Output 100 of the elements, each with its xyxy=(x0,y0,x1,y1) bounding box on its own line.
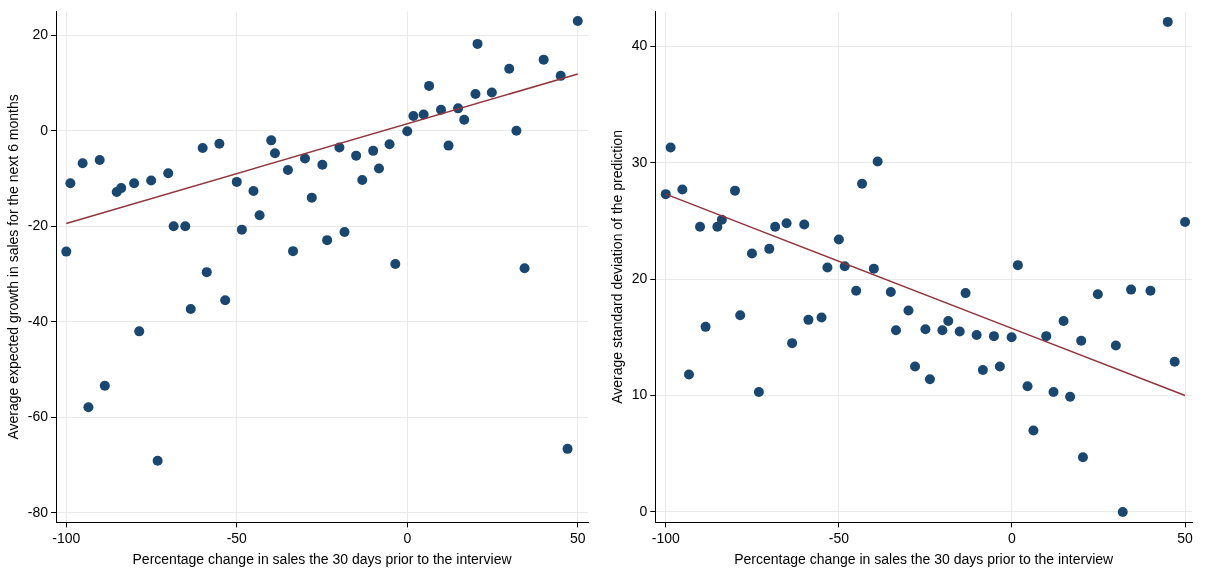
point xyxy=(266,135,277,146)
point xyxy=(735,310,746,321)
point xyxy=(511,125,522,136)
point xyxy=(459,114,470,125)
point xyxy=(857,178,868,189)
point xyxy=(1145,285,1156,296)
point xyxy=(322,235,333,246)
point xyxy=(851,285,862,296)
point xyxy=(562,443,573,454)
point xyxy=(317,159,328,170)
point xyxy=(770,221,781,232)
point xyxy=(373,163,384,174)
y-tick-label: 10 xyxy=(631,386,648,403)
point xyxy=(665,142,676,153)
point xyxy=(1180,217,1191,228)
point xyxy=(833,234,844,245)
y-tick-label: 30 xyxy=(631,153,648,170)
point xyxy=(1012,260,1023,271)
point xyxy=(868,263,879,274)
point xyxy=(152,455,163,466)
point xyxy=(903,305,914,316)
point xyxy=(470,89,481,100)
x-tick-label: 50 xyxy=(569,529,586,546)
point xyxy=(746,248,757,259)
point xyxy=(910,361,921,372)
point xyxy=(99,380,110,391)
point xyxy=(1028,425,1039,436)
point xyxy=(236,224,247,235)
y-axis-title: Average expected growth in sales for the next 6 months xyxy=(5,94,22,440)
point xyxy=(254,210,265,221)
point xyxy=(282,164,293,175)
point xyxy=(660,189,671,200)
point xyxy=(1169,356,1180,367)
point xyxy=(872,156,883,167)
point xyxy=(402,126,413,137)
x-tick-label: -50 xyxy=(226,529,248,546)
point xyxy=(954,326,965,337)
x-tick-label: -100 xyxy=(52,529,81,546)
point xyxy=(486,87,497,98)
point xyxy=(180,221,191,232)
point xyxy=(197,142,208,153)
point xyxy=(890,325,901,336)
point xyxy=(248,185,259,196)
y-tick-label: 0 xyxy=(40,121,49,138)
point xyxy=(185,303,196,314)
point xyxy=(816,312,827,323)
point xyxy=(368,145,379,156)
point xyxy=(538,54,549,65)
point xyxy=(1065,391,1076,402)
point xyxy=(1022,381,1033,392)
point xyxy=(677,184,688,195)
point xyxy=(306,192,317,203)
point xyxy=(269,148,280,159)
x-tick-label: 0 xyxy=(403,529,412,546)
point xyxy=(977,364,988,375)
point xyxy=(787,338,798,349)
point xyxy=(65,178,76,189)
point xyxy=(1006,332,1017,343)
point xyxy=(168,221,179,232)
point xyxy=(994,361,1005,372)
point xyxy=(822,262,833,273)
point xyxy=(937,325,948,336)
y-tick-label: 40 xyxy=(631,37,648,54)
point xyxy=(803,314,814,325)
point xyxy=(943,316,954,327)
point xyxy=(753,387,764,398)
point xyxy=(1092,289,1103,300)
point xyxy=(1110,340,1121,351)
point xyxy=(1041,331,1052,342)
point xyxy=(351,150,362,161)
point xyxy=(1076,335,1087,346)
point xyxy=(61,246,72,257)
x-tick-label: 0 xyxy=(1008,529,1017,546)
point xyxy=(146,175,157,186)
y-axis-title: Average standard deviation of the prediction xyxy=(609,130,626,404)
y-tick-label: -20 xyxy=(27,217,49,234)
x-tick-label: -50 xyxy=(828,529,850,546)
point xyxy=(1117,506,1128,517)
point xyxy=(83,402,94,413)
point xyxy=(220,295,231,306)
point xyxy=(134,326,145,337)
point xyxy=(971,330,982,340)
point xyxy=(1162,16,1173,27)
point xyxy=(201,267,212,278)
point xyxy=(339,227,350,238)
y-tick-label: -80 xyxy=(27,503,49,520)
point xyxy=(77,158,88,169)
x-axis-title: Percentage change in sales the 30 days prior to the interview xyxy=(734,551,1115,568)
point xyxy=(695,221,706,232)
point xyxy=(384,139,395,150)
point xyxy=(472,38,483,49)
point xyxy=(424,80,435,91)
y-tick-label: 20 xyxy=(631,269,648,286)
point xyxy=(988,331,999,342)
x-tick-label: -100 xyxy=(651,529,680,546)
point xyxy=(357,174,368,185)
x-axis-title: Percentage change in sales the 30 days prior to the interview xyxy=(132,551,513,568)
point xyxy=(94,154,105,165)
point xyxy=(1058,316,1069,327)
point xyxy=(214,138,225,149)
